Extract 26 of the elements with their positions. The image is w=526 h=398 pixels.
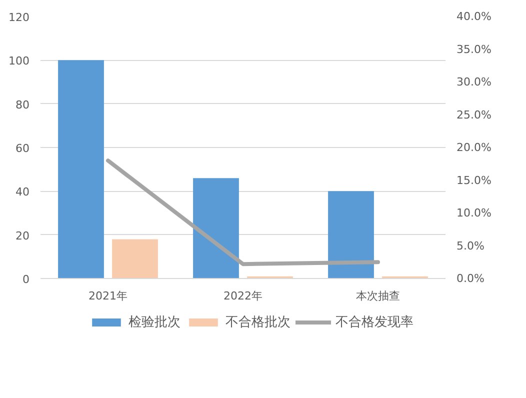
x-tick-label: 本次抽查 bbox=[356, 290, 400, 302]
y-tick-label: 40 bbox=[16, 186, 30, 199]
y2-tick-label: 15.0% bbox=[456, 174, 492, 187]
x-tick-label: 2022年 bbox=[224, 290, 263, 302]
bar bbox=[193, 178, 239, 278]
legend-label: 不合格发现率 bbox=[336, 314, 414, 331]
y-tick-label: 0 bbox=[22, 273, 30, 286]
y2-tick-label: 30.0% bbox=[456, 76, 492, 88]
y2-tick-label: 20.0% bbox=[456, 141, 492, 154]
legend-label: 检验批次 bbox=[128, 314, 180, 331]
y2-tick-label: 5.0% bbox=[456, 239, 484, 252]
bar bbox=[58, 60, 104, 278]
y2-tick-label: 10.0% bbox=[456, 206, 492, 220]
y2-tick-label: 40.0% bbox=[456, 10, 492, 23]
y-tick-label: 120 bbox=[8, 11, 30, 24]
y2-tick-label: 25.0% bbox=[456, 108, 492, 122]
y-tick-label: 80 bbox=[16, 98, 30, 112]
y-tick-label: 20 bbox=[16, 229, 30, 242]
y-tick-label: 100 bbox=[8, 54, 30, 68]
bar bbox=[112, 239, 158, 278]
bar bbox=[328, 191, 374, 278]
y2-tick-label: 0.0% bbox=[456, 272, 484, 285]
legend-label: 不合格批次 bbox=[226, 314, 290, 331]
y-tick-label: 60 bbox=[16, 142, 30, 155]
x-tick-label: 2021年 bbox=[88, 290, 128, 302]
y2-tick-label: 35.0% bbox=[456, 42, 492, 56]
